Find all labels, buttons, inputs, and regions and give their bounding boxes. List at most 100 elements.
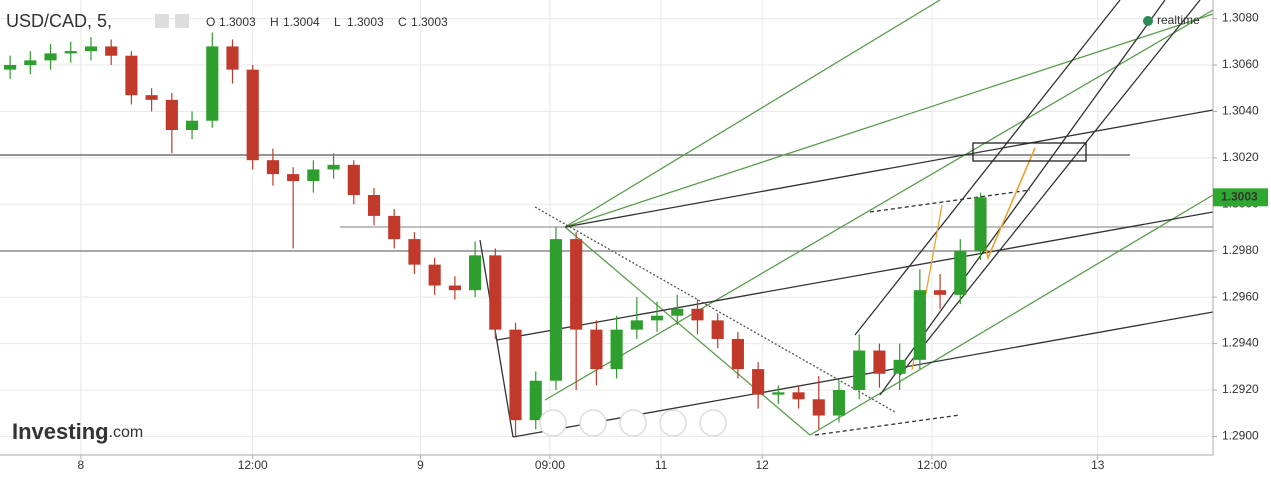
y-tick-label: 1.3020 [1222,150,1259,164]
candle-body [105,46,118,56]
candle-body [165,99,178,130]
candle-body [630,320,643,330]
candle-body [954,250,967,295]
candle-body [529,380,542,421]
ohlc-label: L [334,15,341,29]
candle-body [549,239,563,381]
nav-button[interactable] [659,409,687,437]
dashed-line [869,189,1031,213]
trend-line [479,239,514,438]
candle-body [832,390,846,416]
ohlc-value: 1.3003 [347,15,384,29]
candle-body [226,46,239,70]
y-tick-label: 1.3040 [1222,104,1259,118]
brand: Investing.com [12,419,143,444]
last-price-tag [1213,188,1268,207]
candle-body [185,120,199,130]
candle-body [731,338,744,370]
candle-body [893,359,906,374]
icon[interactable] [155,14,169,28]
nav-button[interactable] [579,409,607,437]
brand-name: Investing [12,419,109,444]
nav-button[interactable] [699,409,727,437]
x-tick-label: 12:00 [917,458,947,472]
x-tick-label: 8 [78,458,85,472]
candle-body [792,392,805,400]
candle-body [327,164,340,170]
trend-line [564,0,941,228]
candle-body [206,46,219,121]
ohlc-value: 1.3004 [283,15,320,29]
y-tick-label: 1.2980 [1222,243,1259,257]
x-tick-label: 09:00 [535,458,565,472]
candle-body [711,320,724,339]
candle-body [974,197,987,251]
candle-body [509,329,522,421]
candle-body [307,169,320,182]
candle-body [287,174,300,182]
trend-line [854,0,1121,336]
y-tick-label: 1.2940 [1222,336,1259,350]
candle-body [64,51,77,54]
candle-body [469,255,482,291]
y-tick-label: 1.2920 [1222,382,1259,396]
trend-line [564,226,811,436]
dashed-line [814,414,961,436]
candle-body [145,95,158,100]
nav-button[interactable] [619,409,647,437]
brand-suffix: .com [109,424,144,441]
candle-body [752,369,765,395]
candle-body [84,46,98,52]
candle-body [570,239,583,330]
x-tick-label: 9 [417,458,424,472]
candle-body [772,392,785,395]
trend-line [564,13,1214,228]
ohlc-label: C [398,15,407,29]
last-price-label: 1.3003 [1221,189,1258,203]
y-tick-label: 1.3080 [1222,11,1259,25]
candle-body [125,55,138,96]
candle-body [671,308,684,316]
candle-body [266,160,279,175]
candle-body [812,399,825,416]
nav-button[interactable] [539,409,567,437]
candle-body [4,65,17,70]
candle-body [367,195,381,216]
candle-body [590,329,603,370]
trend-line [899,0,1201,376]
x-tick-label: 12:00 [238,458,268,472]
trend-line [809,194,1214,436]
drawings [0,0,1214,438]
chart-title: USD/CAD, 5, [6,11,112,31]
candle-body [610,329,623,370]
ohlc-value: 1.3003 [219,15,256,29]
trend-line [564,109,1214,228]
candle-body [489,255,502,330]
y-tick-label: 1.3060 [1222,57,1259,71]
icon[interactable] [175,14,189,28]
nav-buttons [539,409,727,437]
ohlc-label: O [206,15,215,29]
candle-body [934,290,947,295]
candle-body [24,60,37,65]
dotted-line [534,206,896,413]
candle-body [428,264,441,286]
status: realtime [1157,13,1200,27]
y-tick-label: 1.2900 [1222,429,1259,443]
target-box [972,142,1087,162]
trend-line [496,211,1214,341]
candle-body [691,308,704,321]
candle-body [347,164,360,195]
candle-body [873,350,886,374]
candle-body [448,285,461,291]
candle-body [408,239,421,265]
y-tick-label: 1.2960 [1222,289,1259,303]
x-tick-label: 12 [755,458,769,472]
status-dot [1143,16,1153,26]
candle-body [388,215,401,240]
trend-line [544,9,1214,401]
candle-body [650,315,664,321]
ohlc-label: H [270,15,279,29]
trend-line [879,0,1166,396]
candle-body [913,290,926,360]
